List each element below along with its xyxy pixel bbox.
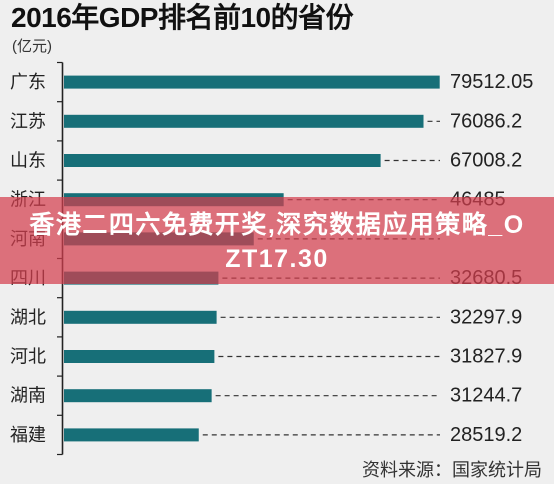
bar	[64, 428, 199, 442]
category-label: 福建	[10, 425, 46, 445]
source-note: 资料来源：国家统计局	[362, 460, 542, 480]
bar	[64, 154, 381, 167]
category-label: 江苏	[10, 111, 46, 131]
unit-label: (亿元)	[12, 38, 52, 55]
banner-line: 香港二四六免费开奖,深究数据应用策略_O	[29, 211, 525, 239]
value-label: 32297.9	[450, 306, 522, 328]
bar	[64, 350, 215, 363]
bar	[64, 114, 424, 128]
value-label: 31827.9	[450, 346, 522, 368]
category-label: 湖南	[10, 386, 46, 406]
overlay-banner: 香港二四六免费开奖,深究数据应用策略_O ZT17.30	[0, 197, 554, 284]
chart-title: 2016年GDP排名前10的省份	[11, 2, 354, 33]
category-label: 山东	[10, 151, 46, 171]
bar	[64, 75, 440, 89]
value-label: 79512.05	[450, 71, 533, 93]
value-label: 67008.2	[450, 150, 522, 172]
category-label: 湖北	[10, 307, 46, 327]
category-label: 河北	[10, 347, 46, 367]
category-label: 广东	[10, 72, 46, 92]
value-label: 76086.2	[450, 110, 522, 132]
banner-line: ZT17.30	[225, 245, 329, 273]
bar	[64, 310, 217, 324]
value-label: 31244.7	[450, 385, 522, 407]
bar	[64, 389, 212, 403]
value-label: 28519.2	[450, 424, 522, 446]
